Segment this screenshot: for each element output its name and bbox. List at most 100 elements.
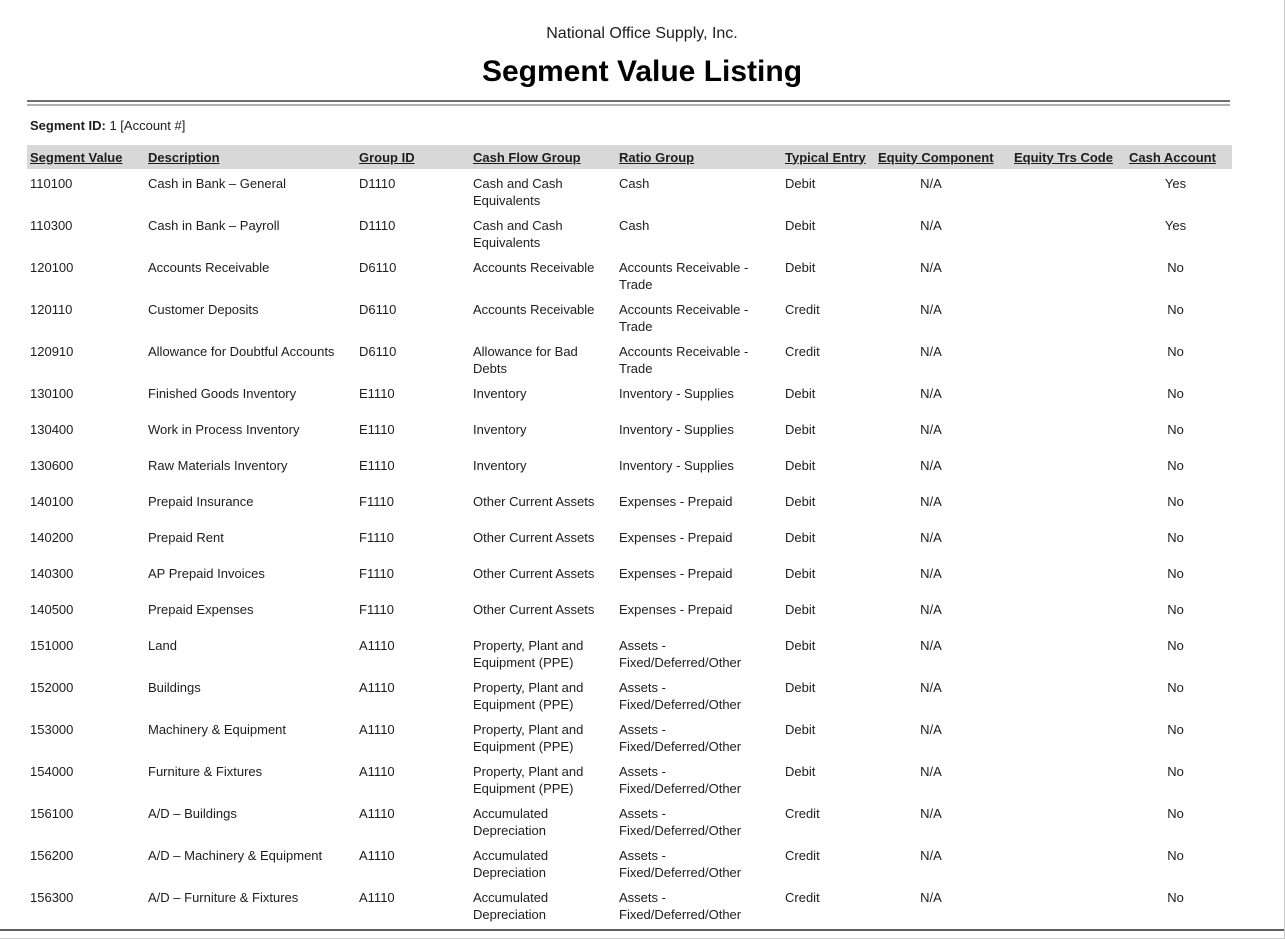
cell-ratio-group: Cash <box>619 176 650 191</box>
page-bottom-rule <box>0 929 1284 931</box>
cell-segment-value: 110100 <box>30 176 73 191</box>
cell-segment-value: 130100 <box>30 386 74 401</box>
cell-description: Prepaid Insurance <box>148 494 254 509</box>
cell-description: Work in Process Inventory <box>148 422 300 437</box>
cell-cash-account: No <box>1167 494 1184 509</box>
cell-segment-value: 156300 <box>30 890 74 905</box>
table-row: 152000 Buildings A1110 Property, Plant and … <box>27 673 1232 715</box>
table-row: 120910 Allowance for Doubtful Accounts D61… <box>27 337 1232 379</box>
cell-equity-trs-code <box>1014 673 1129 715</box>
cell-equity-component: N/A <box>920 260 942 275</box>
cell-typical-entry: Debit <box>785 680 816 695</box>
cell-equity-component: N/A <box>920 848 942 863</box>
table-row: 140300 AP Prepaid Invoices F1110 Other Curr… <box>27 559 1232 595</box>
cell-cash-account: No <box>1167 386 1184 401</box>
cell-cash-flow-group: Accumulated Depreciation <box>473 806 549 838</box>
cell-typical-entry: Credit <box>785 806 820 821</box>
cell-equity-component: N/A <box>920 602 942 617</box>
cell-typical-entry: Credit <box>785 302 820 317</box>
cell-group-id: A1110 <box>359 890 395 905</box>
cell-equity-component: N/A <box>920 386 942 401</box>
cell-equity-component: N/A <box>920 218 942 233</box>
cell-cash-account: No <box>1167 422 1184 437</box>
cell-equity-trs-code <box>1014 715 1129 757</box>
cell-equity-trs-code <box>1014 415 1129 451</box>
column-header-segment-value: Segment Value <box>30 149 123 165</box>
cell-ratio-group: Expenses - Prepaid <box>619 530 733 545</box>
cell-cash-account: No <box>1167 566 1184 581</box>
cell-cash-account: No <box>1167 530 1184 545</box>
cell-equity-component: N/A <box>920 890 942 905</box>
cell-segment-value: 110300 <box>30 218 73 233</box>
table-header-row: Segment Value Description Group ID Cash Flo… <box>27 145 1232 169</box>
cell-cash-account: No <box>1167 344 1184 359</box>
cell-description: A/D – Buildings <box>148 806 237 821</box>
table-row: 154000 Furniture & Fixtures A1110 Property,… <box>27 757 1232 799</box>
table-row: 130600 Raw Materials Inventory E1110 Invent… <box>27 451 1232 487</box>
cell-description: Cash in Bank – General <box>148 176 287 191</box>
cell-group-id: A1110 <box>359 764 395 779</box>
cell-description: AP Prepaid Invoices <box>148 566 265 581</box>
cell-typical-entry: Debit <box>785 260 816 275</box>
table-row: 156300 A/D – Furniture & Fixtures A1110 Acc… <box>27 883 1232 925</box>
cell-equity-trs-code <box>1014 337 1129 379</box>
column-header-group-id: Group ID <box>359 149 415 165</box>
cell-description: A/D – Machinery & Equipment <box>148 848 323 863</box>
cell-segment-value: 130400 <box>30 422 74 437</box>
cell-equity-component: N/A <box>920 680 942 695</box>
cell-equity-component: N/A <box>920 344 942 359</box>
cell-group-id: E1110 <box>359 422 395 437</box>
column-header-equity-component: Equity Component <box>878 149 994 165</box>
cell-ratio-group: Assets - Fixed/Deferred/Other <box>619 722 742 754</box>
cell-equity-component: N/A <box>920 176 942 191</box>
segment-id-line: Segment ID: 1 [Account #] <box>30 118 1284 134</box>
cell-typical-entry: Debit <box>785 602 816 617</box>
cell-equity-component: N/A <box>920 722 942 737</box>
cell-cash-account: No <box>1167 722 1184 737</box>
cell-segment-value: 140300 <box>30 566 74 581</box>
cell-group-id: F1110 <box>359 566 394 581</box>
cell-cash-account: No <box>1167 302 1184 317</box>
cell-ratio-group: Accounts Receivable - Trade <box>619 260 749 292</box>
cell-description: Buildings <box>148 680 201 695</box>
cell-cash-flow-group: Cash and Cash Equivalents <box>473 218 563 250</box>
cell-cash-account: Yes <box>1164 218 1187 233</box>
table-row: 110100 Cash in Bank – General D1110 Cash an… <box>27 169 1232 211</box>
cell-group-id: F1110 <box>359 530 394 545</box>
segment-id-label: Segment ID: <box>30 118 106 133</box>
table-row: 153000 Machinery & Equipment A1110 Property… <box>27 715 1232 757</box>
cell-equity-component: N/A <box>920 530 942 545</box>
cell-segment-value: 151000 <box>30 638 74 653</box>
cell-segment-value: 140500 <box>30 602 74 617</box>
cell-cash-flow-group: Other Current Assets <box>473 566 595 581</box>
cell-group-id: D1110 <box>359 176 396 191</box>
cell-ratio-group: Cash <box>619 218 650 233</box>
cell-ratio-group: Assets - Fixed/Deferred/Other <box>619 680 742 712</box>
cell-group-id: D6110 <box>359 344 397 359</box>
cell-ratio-group: Assets - Fixed/Deferred/Other <box>619 638 742 670</box>
cell-typical-entry: Credit <box>785 344 820 359</box>
cell-equity-trs-code <box>1014 487 1129 523</box>
cell-cash-account: No <box>1167 764 1184 779</box>
cell-cash-flow-group: Allowance for Bad Debts <box>473 344 578 376</box>
cell-cash-flow-group: Inventory <box>473 422 527 437</box>
cell-equity-trs-code <box>1014 799 1129 841</box>
cell-cash-flow-group: Property, Plant and Equipment (PPE) <box>473 638 584 670</box>
cell-segment-value: 140100 <box>30 494 74 509</box>
cell-group-id: D6110 <box>359 302 397 317</box>
cell-equity-component: N/A <box>920 302 942 317</box>
cell-group-id: A1110 <box>359 638 395 653</box>
cell-group-id: F1110 <box>359 494 394 509</box>
cell-segment-value: 153000 <box>30 722 74 737</box>
cell-equity-trs-code <box>1014 253 1129 295</box>
cell-equity-trs-code <box>1014 757 1129 799</box>
cell-description: A/D – Furniture & Fixtures <box>148 890 299 905</box>
cell-segment-value: 140200 <box>30 530 74 545</box>
column-header-typical-entry: Typical Entry <box>785 149 866 165</box>
cell-typical-entry: Debit <box>785 422 816 437</box>
cell-typical-entry: Debit <box>785 218 816 233</box>
cell-typical-entry: Debit <box>785 494 816 509</box>
cell-description: Raw Materials Inventory <box>148 458 288 473</box>
cell-cash-flow-group: Other Current Assets <box>473 530 595 545</box>
